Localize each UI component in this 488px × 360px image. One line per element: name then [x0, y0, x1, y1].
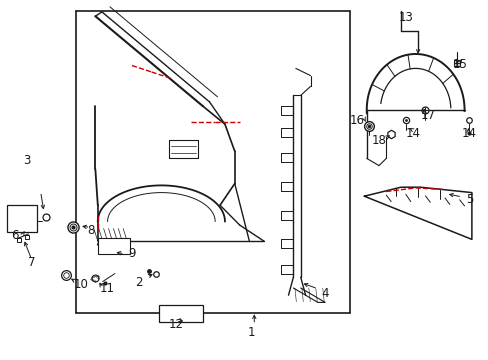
Text: 8: 8 [86, 224, 94, 237]
Text: 9: 9 [128, 247, 136, 260]
Text: 5: 5 [465, 193, 472, 206]
Text: 14: 14 [405, 127, 420, 140]
Text: 4: 4 [321, 287, 328, 300]
Text: 6: 6 [11, 229, 19, 242]
Text: 10: 10 [73, 278, 88, 291]
Text: 15: 15 [451, 58, 466, 71]
Text: 2: 2 [135, 276, 143, 289]
FancyBboxPatch shape [98, 238, 129, 254]
Text: 12: 12 [168, 318, 183, 331]
Text: 16: 16 [349, 114, 364, 127]
Text: 17: 17 [420, 109, 434, 122]
FancyBboxPatch shape [159, 305, 203, 322]
Text: 13: 13 [398, 11, 412, 24]
Text: 7: 7 [28, 256, 36, 269]
Text: 3: 3 [23, 154, 31, 167]
Text: 11: 11 [100, 282, 115, 294]
Text: 1: 1 [247, 327, 255, 339]
FancyBboxPatch shape [7, 205, 37, 232]
Text: 18: 18 [371, 134, 386, 147]
Text: 14: 14 [461, 127, 476, 140]
